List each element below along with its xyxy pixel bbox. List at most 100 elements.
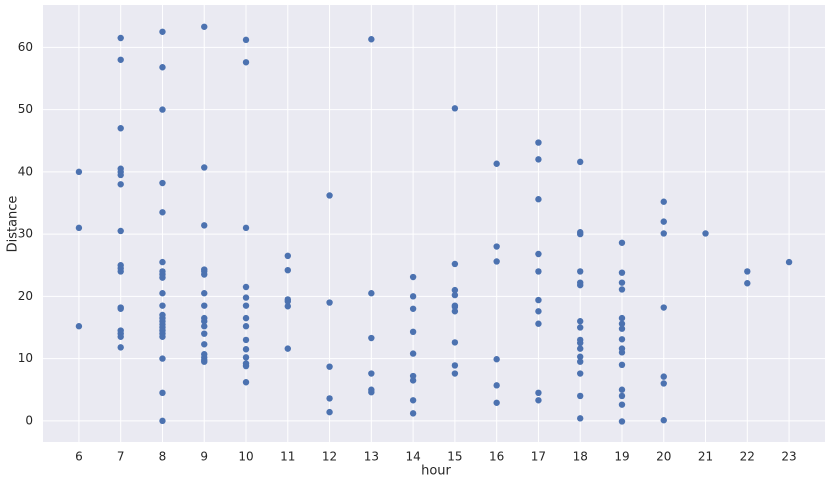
point: [660, 304, 667, 311]
point: [117, 227, 124, 235]
point: [493, 258, 500, 265]
y-tick-label: 30: [18, 227, 33, 241]
x-tick-label: 19: [614, 450, 629, 464]
point: [451, 291, 459, 299]
point: [159, 64, 166, 71]
point: [535, 268, 542, 275]
point: [535, 389, 542, 397]
point: [660, 230, 667, 237]
point: [577, 345, 584, 352]
y-tick-label: 0: [25, 413, 33, 427]
point: [577, 230, 584, 238]
x-tick-label: 21: [698, 450, 713, 464]
point: [409, 410, 417, 417]
point: [242, 346, 250, 353]
x-tick-label: 12: [322, 450, 337, 464]
point: [535, 320, 542, 327]
point: [159, 209, 166, 216]
point: [535, 139, 542, 146]
x-tick-label: 17: [531, 450, 546, 464]
x-tick-label: 14: [405, 450, 420, 464]
point: [159, 258, 166, 266]
point: [201, 318, 208, 325]
point: [242, 323, 250, 330]
y-axis-label: Distance: [6, 196, 21, 253]
x-tick-label: 20: [656, 450, 671, 464]
point: [577, 353, 584, 360]
point: [159, 389, 166, 397]
y-tick-label: 20: [18, 289, 33, 303]
point: [368, 334, 375, 342]
y-tick-label: 40: [18, 164, 33, 178]
point: [117, 181, 124, 188]
point: [744, 280, 751, 287]
point: [535, 308, 542, 315]
point: [201, 290, 208, 297]
point: [75, 323, 83, 330]
point: [117, 56, 124, 63]
point: [326, 299, 333, 306]
point: [117, 344, 124, 351]
point: [326, 192, 333, 199]
point: [368, 370, 375, 377]
x-tick-label: 6: [75, 450, 83, 464]
y-tick-label: 10: [18, 351, 33, 365]
x-tick-label: 9: [200, 450, 208, 464]
point: [577, 268, 584, 275]
x-tick-label: 11: [280, 450, 295, 464]
point: [284, 252, 291, 260]
point: [117, 268, 124, 275]
point: [577, 158, 584, 166]
point: [159, 333, 166, 340]
point: [577, 318, 584, 325]
point: [159, 28, 166, 35]
point: [618, 286, 626, 293]
point: [242, 59, 250, 66]
point: [451, 339, 459, 346]
point: [201, 330, 208, 337]
point: [660, 198, 667, 205]
point: [159, 179, 166, 187]
point: [409, 305, 417, 312]
x-tick-label: 15: [447, 450, 462, 464]
point: [201, 164, 208, 171]
point: [577, 324, 584, 331]
point: [242, 336, 250, 344]
point: [618, 401, 626, 408]
point: [577, 415, 584, 422]
point: [660, 218, 667, 225]
point: [242, 224, 250, 232]
point: [159, 290, 166, 297]
point: [493, 382, 500, 389]
x-tick-label: 23: [781, 450, 796, 464]
point: [242, 379, 250, 386]
point: [117, 34, 124, 42]
point: [535, 397, 542, 404]
point: [284, 303, 291, 310]
y-tick-label: 60: [18, 40, 33, 54]
point: [75, 224, 83, 232]
point: [409, 397, 417, 404]
point: [493, 356, 500, 363]
point: [618, 269, 626, 276]
point: [660, 380, 667, 387]
point: [409, 350, 417, 357]
point: [284, 345, 291, 352]
point: [451, 286, 459, 294]
point: [493, 160, 500, 167]
point: [702, 230, 709, 237]
point: [242, 283, 250, 291]
point: [368, 290, 375, 297]
x-tick-label: 13: [364, 450, 379, 464]
point: [117, 333, 124, 340]
point: [785, 258, 793, 266]
x-tick-label: 8: [159, 450, 167, 464]
point: [201, 323, 208, 330]
point: [242, 354, 250, 361]
point: [535, 156, 542, 163]
point: [618, 336, 626, 343]
point: [493, 243, 500, 250]
point: [618, 361, 626, 369]
point: [409, 293, 417, 300]
point: [618, 392, 626, 400]
